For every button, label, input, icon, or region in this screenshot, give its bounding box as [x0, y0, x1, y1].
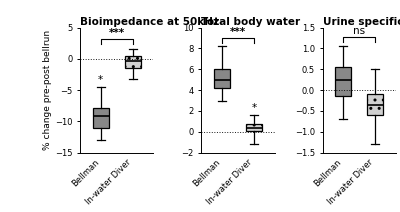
Text: *: * [252, 103, 256, 113]
PathPatch shape [367, 94, 383, 115]
Y-axis label: % change pre-post bellrun: % change pre-post bellrun [43, 30, 52, 150]
Text: *: * [98, 75, 103, 85]
PathPatch shape [246, 124, 262, 131]
Text: ***: *** [109, 28, 125, 38]
PathPatch shape [214, 69, 230, 88]
PathPatch shape [125, 56, 141, 68]
Text: ns: ns [353, 26, 365, 36]
PathPatch shape [93, 108, 109, 128]
Text: Urine specific gravity: Urine specific gravity [322, 17, 400, 27]
Text: Bioimpedance at 50kHz: Bioimpedance at 50kHz [80, 17, 219, 27]
Text: Total body water: Total body water [201, 17, 300, 27]
PathPatch shape [335, 67, 351, 96]
Text: ***: *** [230, 27, 246, 37]
